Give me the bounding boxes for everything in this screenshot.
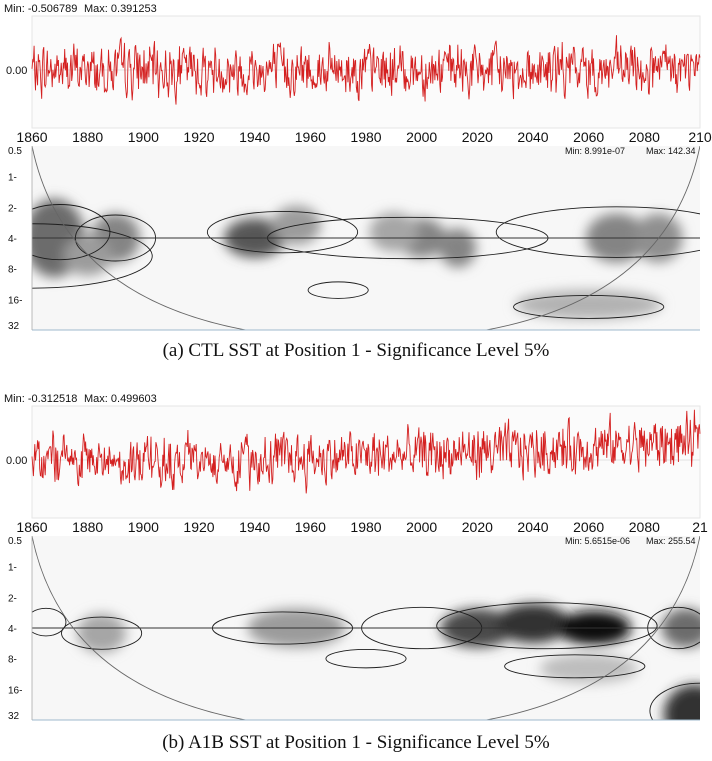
year-tick-label: 2020	[462, 519, 493, 535]
significance-contour	[61, 616, 143, 650]
ts-max-label: Max: 0.499603	[84, 393, 157, 405]
year-tick-label: 2040	[517, 519, 548, 535]
year-tick-label: 21	[692, 519, 708, 535]
year-tick-label: 1860	[16, 519, 47, 535]
year-tick-label: 1860	[16, 129, 47, 145]
power-blob	[515, 289, 663, 320]
year-tick-label: 1940	[239, 129, 270, 145]
period-tick-label: 4-	[8, 234, 17, 245]
year-tick-label: 1980	[350, 519, 381, 535]
wavelet-spectrum	[31, 146, 700, 331]
wavelet-max-label: Max: 255.54	[646, 536, 696, 546]
year-tick-label: 2060	[573, 129, 604, 145]
cone-of-influence	[32, 536, 700, 720]
period-tick-label: 2-	[8, 593, 17, 604]
period-tick-label: 32	[8, 321, 20, 332]
year-tick-label: 1920	[183, 129, 214, 145]
period-tick-label: 1-	[8, 563, 17, 574]
caption-ctl: (a) CTL SST at Position 1 - Significance…	[162, 340, 550, 361]
period-tick-label: 0.5	[8, 146, 22, 157]
year-tick-label: 1920	[183, 519, 214, 535]
year-tick-label: 1880	[72, 519, 103, 535]
year-tick-label: 1960	[295, 129, 326, 145]
wavelet-max-label: Max: 142.34	[646, 146, 696, 156]
power-blob	[369, 212, 419, 252]
caption-a1b: (b) A1B SST at Position 1 - Significance…	[162, 732, 550, 753]
panel-a1b: Min: -0.312518 Max: 0.499603 0.00 1860 1880 1…	[0, 390, 712, 761]
year-tick-label: 1940	[239, 519, 270, 535]
significance-contour	[32, 607, 67, 637]
wavelet-spectrum	[31, 536, 700, 721]
year-tick-label: 1900	[128, 129, 159, 145]
period-tick-label: 8-	[8, 265, 17, 276]
significance-contour	[495, 206, 700, 258]
period-tick-label: 1-	[8, 173, 17, 184]
year-tick-label: 1880	[72, 129, 103, 145]
significance-contour	[206, 210, 359, 254]
ts-max-label: Max: 0.391253	[84, 3, 157, 15]
ts-min-label: Min: -0.506789	[4, 3, 77, 15]
significance-contour	[504, 654, 646, 679]
a1b-figure: Min: -0.312518 Max: 0.499603 0.00 1860 1880 1…	[4, 393, 708, 722]
period-tick-label: 16-	[8, 295, 22, 306]
cone-of-influence	[32, 146, 700, 330]
year-tick-label: 1980	[350, 129, 381, 145]
significance-contour	[325, 649, 407, 669]
significance-contour	[436, 602, 658, 650]
power-blob	[439, 228, 477, 268]
significance-contour	[32, 223, 153, 289]
power-blob	[496, 603, 570, 643]
period-tick-label: 0.5	[8, 536, 22, 547]
power-blob	[63, 236, 113, 276]
year-tick-label: 2040	[517, 129, 548, 145]
power-blob	[663, 684, 700, 720]
period-tick-label: 8-	[8, 655, 17, 666]
period-tick-label: 16-	[8, 685, 22, 696]
year-tick-label: 2080	[629, 129, 660, 145]
power-blob	[77, 613, 127, 653]
year-tick-label: 2060	[573, 519, 604, 535]
wavelet-min-label: Min: 5.6515e-06	[565, 536, 630, 546]
ts-zero-label: 0.00	[6, 455, 27, 467]
period-tick-label: 32	[8, 711, 20, 722]
year-tick-label: 2000	[406, 129, 437, 145]
year-tick-label: 1900	[128, 519, 159, 535]
period-tick-label: 4-	[8, 624, 17, 635]
period-tick-label: 2-	[8, 203, 17, 214]
ctl-figure: Min: -0.506789 Max: 0.391253 0.00 1860 1880 1…	[4, 3, 712, 332]
panel-ctl: Min: -0.506789 Max: 0.391253 0.00 1860 1880 1…	[0, 0, 712, 372]
year-tick-label: 1960	[295, 519, 326, 535]
significance-contour	[307, 281, 369, 299]
year-tick-label: 210	[688, 129, 712, 145]
significance-contour	[649, 682, 700, 720]
ts-zero-label: 0.00	[6, 65, 27, 77]
significance-contour	[32, 204, 111, 261]
ts-min-label: Min: -0.312518	[4, 393, 77, 405]
year-tick-label: 2020	[462, 129, 493, 145]
year-tick-label: 2080	[629, 519, 660, 535]
sst-series-line	[31, 409, 701, 494]
year-tick-label: 2000	[406, 519, 437, 535]
sst-series-line	[31, 35, 701, 105]
wavelet-min-label: Min: 8.991e-07	[565, 146, 625, 156]
timeseries-frame	[31, 15, 701, 129]
